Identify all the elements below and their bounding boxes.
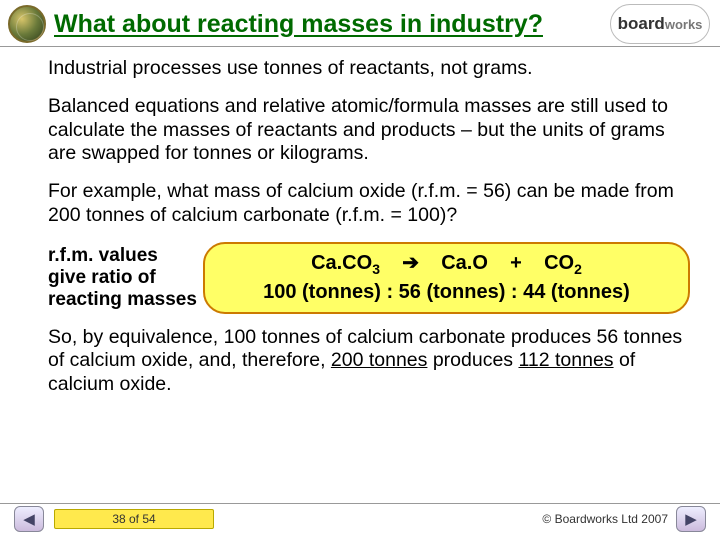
eq-plus: +: [510, 252, 522, 274]
paragraph-1: Industrial processes use tonnes of react…: [48, 57, 690, 81]
eq-cao: Ca.O: [441, 252, 488, 274]
eq-label-line3: reacting masses: [48, 289, 197, 310]
brand-logo: boardworks: [610, 4, 710, 44]
brand-light: works: [665, 17, 703, 32]
footer: ◀ 38 of 54 © Boardworks Ltd 2007 ▶: [0, 506, 720, 532]
sub-2: 2: [574, 261, 582, 277]
equation-box: Ca.CO3 ➔ Ca.O + CO2 100 (tonnes) : 56 (t…: [203, 242, 690, 314]
equation-line2: 100 (tonnes) : 56 (tonnes) : 44 (tonnes): [217, 279, 676, 306]
p4-b: 200 tonnes: [331, 349, 428, 371]
equation-row: r.f.m. values give ratio of reacting mas…: [48, 242, 690, 314]
divider-top: [0, 46, 720, 47]
brand-bold: board: [618, 14, 665, 34]
globe-icon: [8, 5, 46, 43]
eq-co2: CO: [544, 252, 574, 274]
next-button[interactable]: ▶: [676, 506, 706, 532]
p4-d: 112 tonnes: [518, 349, 613, 371]
equation-label: r.f.m. values give ratio of reacting mas…: [48, 245, 203, 311]
prev-button[interactable]: ◀: [14, 506, 44, 532]
copyright-text: © Boardworks Ltd 2007: [542, 512, 668, 526]
sub-3: 3: [372, 261, 380, 277]
page-indicator: 38 of 54: [54, 509, 214, 529]
slide-body: Industrial processes use tonnes of react…: [0, 47, 720, 397]
paragraph-3: For example, what mass of calcium oxide …: [48, 180, 690, 228]
paragraph-2: Balanced equations and relative atomic/f…: [48, 95, 690, 166]
eq-caco3: Ca.CO: [311, 252, 372, 274]
equation-line1: Ca.CO3 ➔ Ca.O + CO2: [217, 250, 676, 279]
page-title: What about reacting masses in industry?: [54, 10, 610, 39]
divider-bottom: [0, 503, 720, 504]
arrow-icon: ➔: [402, 252, 419, 274]
eq-label-line2: give ratio of: [48, 267, 156, 288]
eq-label-line1: r.f.m. values: [48, 245, 158, 266]
p4-c: produces: [427, 349, 518, 371]
paragraph-4: So, by equivalence, 100 tonnes of calciu…: [48, 326, 690, 397]
